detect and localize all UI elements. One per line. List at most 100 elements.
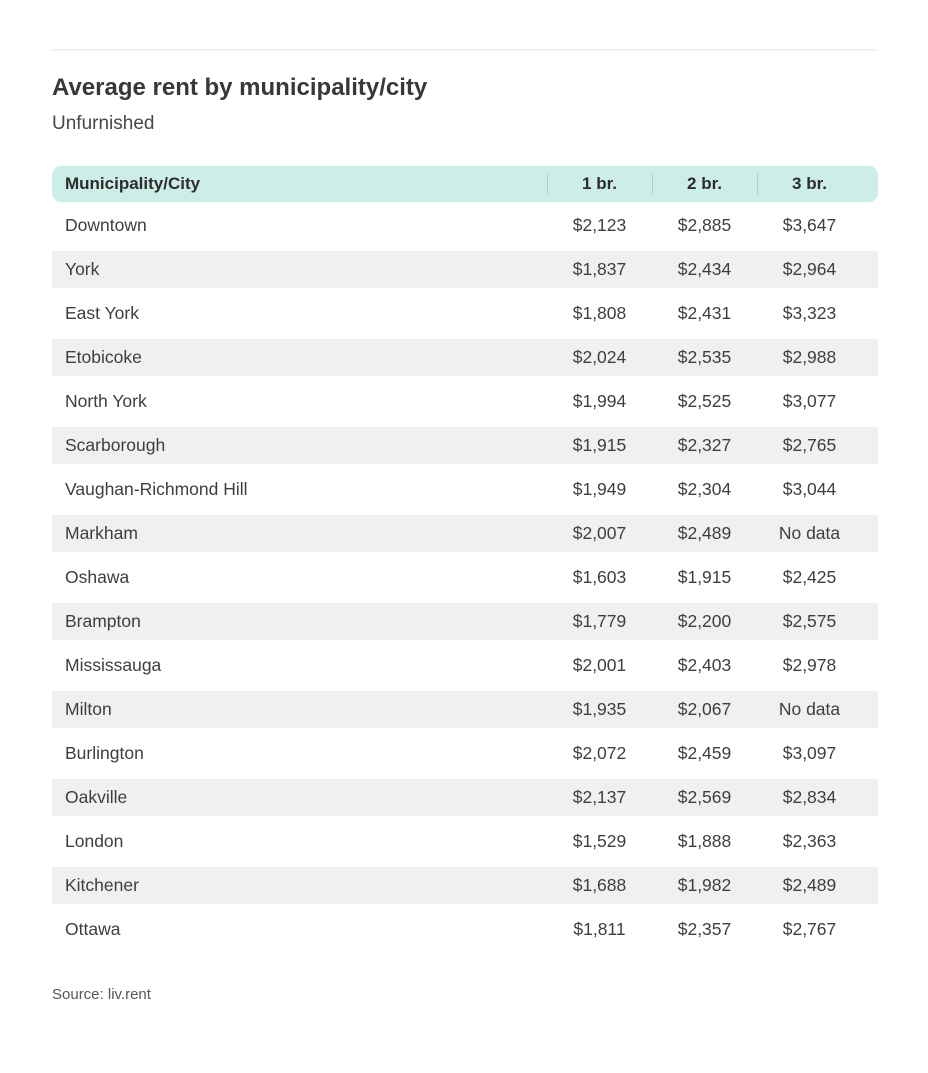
rent-3br-cell: $2,425: [782, 567, 837, 587]
rent-1br-cell: $2,001: [572, 655, 627, 675]
row-end-spacer: [862, 735, 878, 772]
rent-1br-cell: $2,123: [572, 215, 627, 235]
municipality-cell: Brampton: [65, 611, 141, 631]
rent-2br-cell: $2,327: [677, 435, 732, 455]
rent-infographic: Average rent by municipality/city Unfurn…: [0, 49, 928, 1003]
rent-1br-cell: $1,949: [572, 479, 627, 499]
row-end-spacer: [862, 251, 878, 288]
rent-2br-cell: $2,569: [677, 787, 732, 807]
rent-1br-cell: $1,935: [572, 699, 627, 719]
row-end-spacer: [862, 779, 878, 816]
table-row: Oshawa $1,603 $1,915 $2,425: [52, 559, 878, 596]
header-3br: 3 br.: [757, 166, 862, 202]
table-row: East York $1,808 $2,431 $3,323: [52, 295, 878, 332]
rent-1br-cell: $1,837: [572, 259, 627, 279]
row-end-spacer: [862, 207, 878, 244]
rent-2br-cell: $2,200: [677, 611, 732, 631]
rent-2br-cell: $2,525: [677, 391, 732, 411]
rent-2br-cell: $2,434: [677, 259, 732, 279]
table-row: Milton $1,935 $2,067 No data: [52, 691, 878, 728]
municipality-cell: Markham: [65, 523, 138, 543]
municipality-cell: Oshawa: [65, 567, 130, 587]
rent-1br-cell: $1,529: [572, 831, 627, 851]
municipality-cell: East York: [65, 303, 139, 323]
row-end-spacer: [862, 471, 878, 508]
rent-3br-cell: $2,767: [782, 919, 837, 939]
rent-3br-cell: $2,575: [782, 611, 837, 631]
rent-1br-cell: $1,779: [572, 611, 627, 631]
municipality-cell: Downtown: [65, 215, 147, 235]
table-row: Etobicoke $2,024 $2,535 $2,988: [52, 339, 878, 376]
top-divider: [52, 49, 878, 51]
rent-3br-cell: $2,964: [782, 259, 837, 279]
municipality-cell: Kitchener: [65, 875, 139, 895]
rent-2br-cell: $2,403: [677, 655, 732, 675]
table-header: Municipality/City 1 br. 2 br. 3 br.: [52, 166, 878, 202]
row-end-spacer: [862, 559, 878, 596]
rent-2br-cell: $2,431: [677, 303, 732, 323]
municipality-cell: London: [65, 831, 124, 851]
header-3br-label: 3 br.: [792, 174, 827, 193]
header-2br: 2 br.: [652, 166, 757, 202]
table-row: Oakville $2,137 $2,569 $2,834: [52, 779, 878, 816]
column-divider: [757, 173, 758, 195]
municipality-cell: Oakville: [65, 787, 128, 807]
rent-3br-cell: $2,765: [782, 435, 837, 455]
rent-3br-cell: $3,077: [782, 391, 837, 411]
rent-1br-cell: $1,994: [572, 391, 627, 411]
page-subtitle: Unfurnished: [52, 113, 155, 134]
rent-1br-cell: $2,024: [572, 347, 627, 367]
rent-2br-cell: $2,067: [677, 699, 732, 719]
rent-table: Municipality/City 1 br. 2 br. 3 br. Down…: [52, 166, 878, 948]
rent-1br-cell: $2,137: [572, 787, 627, 807]
row-end-spacer: [862, 295, 878, 332]
header-municipality: Municipality/City: [65, 174, 201, 193]
rent-1br-cell: $2,072: [572, 743, 627, 763]
municipality-cell: Etobicoke: [65, 347, 142, 367]
rent-3br-cell: $3,044: [782, 479, 837, 499]
table-row: North York $1,994 $2,525 $3,077: [52, 383, 878, 420]
header-end-spacer: [862, 166, 878, 202]
row-end-spacer: [862, 823, 878, 860]
table-row: Vaughan-Richmond Hill $1,949 $2,304 $3,0…: [52, 471, 878, 508]
header-2br-label: 2 br.: [687, 174, 722, 193]
municipality-cell: Vaughan-Richmond Hill: [65, 479, 248, 499]
row-end-spacer: [862, 383, 878, 420]
rent-2br-cell: $2,459: [677, 743, 732, 763]
row-end-spacer: [862, 867, 878, 904]
rent-3br-cell: $2,489: [782, 875, 837, 895]
rent-2br-cell: $1,888: [677, 831, 732, 851]
table-row: Scarborough $1,915 $2,327 $2,765: [52, 427, 878, 464]
row-end-spacer: [862, 603, 878, 640]
rent-1br-cell: $1,808: [572, 303, 627, 323]
rent-2br-cell: $2,357: [677, 919, 732, 939]
municipality-cell: Mississauga: [65, 655, 162, 675]
rent-3br-cell: $3,647: [782, 215, 837, 235]
municipality-cell: Milton: [65, 699, 112, 719]
rent-2br-cell: $2,489: [677, 523, 732, 543]
rent-1br-cell: $1,811: [573, 919, 626, 939]
municipality-cell: North York: [65, 391, 147, 411]
table-row: Downtown $2,123 $2,885 $3,647: [52, 207, 878, 244]
rent-1br-cell: $1,915: [572, 435, 627, 455]
row-end-spacer: [862, 515, 878, 552]
header-1br: 1 br.: [547, 166, 652, 202]
row-end-spacer: [862, 647, 878, 684]
row-end-spacer: [862, 911, 878, 948]
municipality-cell: Ottawa: [65, 919, 121, 939]
table-row: Burlington $2,072 $2,459 $3,097: [52, 735, 878, 772]
municipality-cell: York: [65, 259, 100, 279]
rent-3br-cell: No data: [778, 699, 841, 719]
rent-2br-cell: $1,915: [677, 567, 732, 587]
rent-1br-cell: $1,603: [572, 567, 627, 587]
table-row: Markham $2,007 $2,489 No data: [52, 515, 878, 552]
rent-3br-cell: $2,363: [782, 831, 837, 851]
rent-1br-cell: $1,688: [572, 875, 627, 895]
table-row: Mississauga $2,001 $2,403 $2,978: [52, 647, 878, 684]
rent-3br-cell: $2,834: [782, 787, 837, 807]
column-divider: [652, 173, 653, 195]
table-row: London $1,529 $1,888 $2,363: [52, 823, 878, 860]
row-end-spacer: [862, 691, 878, 728]
table-row: Brampton $1,779 $2,200 $2,575: [52, 603, 878, 640]
row-end-spacer: [862, 427, 878, 464]
